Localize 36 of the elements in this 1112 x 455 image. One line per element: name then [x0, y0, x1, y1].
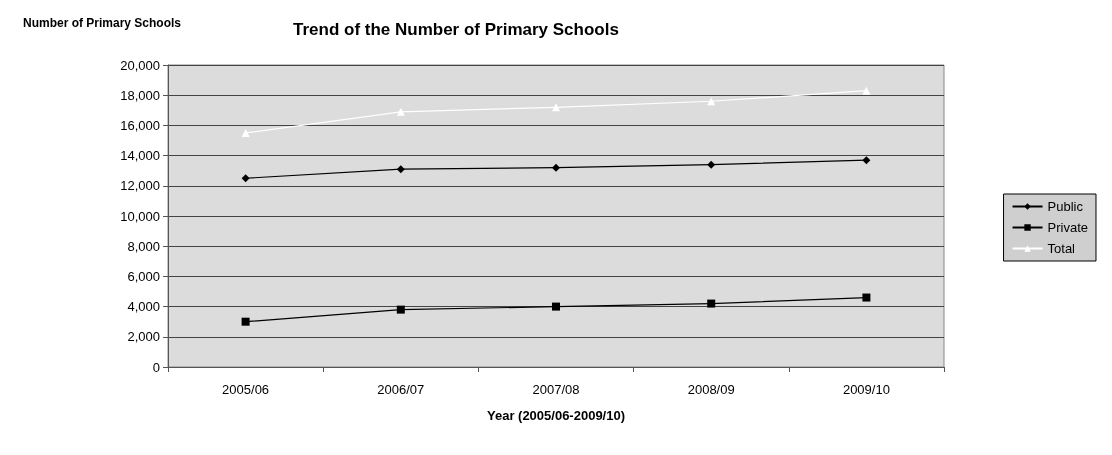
y-tick-label: 14,000: [120, 148, 160, 164]
x-tick-label: 2009/10: [842, 382, 890, 397]
y-tick-label: 4,000: [127, 299, 160, 315]
point: [396, 305, 405, 314]
point: [552, 163, 560, 172]
point: [241, 317, 250, 326]
y-tick-label: 12,000: [120, 178, 160, 194]
point: [862, 293, 871, 302]
x-tick-label: 2005/06: [222, 382, 270, 397]
point: [862, 86, 871, 95]
legend-label: Private: [1047, 220, 1089, 235]
x-axis-title: Year (2005/06-2009/10): [486, 408, 626, 423]
y-tick-label: 2,000: [127, 329, 160, 345]
point: [862, 156, 871, 165]
y-tick-label: 18,000: [120, 87, 160, 103]
x-tick-label: 2007/08: [532, 382, 580, 397]
y-tick-label: 16,000: [120, 117, 160, 133]
point: [396, 107, 405, 116]
point: [707, 160, 716, 169]
y-tick-label: 10,000: [120, 208, 160, 224]
y-axis-title: Number of Primary Schools: [23, 16, 182, 30]
point: [241, 128, 250, 137]
x-tick-label: 2008/09: [687, 382, 735, 397]
point: [552, 302, 560, 311]
legend-label: Total: [1047, 241, 1076, 256]
y-tick-label: 8,000: [127, 238, 160, 254]
y-tick-label: 0: [152, 359, 160, 375]
point: [241, 174, 250, 183]
point: [707, 299, 716, 308]
point: [552, 103, 560, 112]
y-tick-label: 6,000: [127, 268, 160, 284]
chart-title: Trend of the Number of Primary Schools: [293, 20, 619, 39]
point: [396, 165, 405, 174]
y-tick-label: 20,000: [120, 57, 160, 73]
x-tick-label: 2006/07: [377, 382, 425, 397]
legend-label: Public: [1047, 199, 1084, 214]
